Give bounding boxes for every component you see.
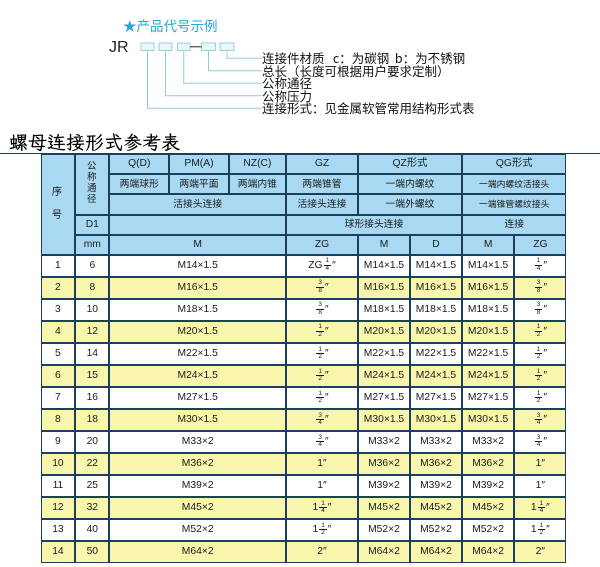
svg-text:JR: JR <box>109 39 129 56</box>
